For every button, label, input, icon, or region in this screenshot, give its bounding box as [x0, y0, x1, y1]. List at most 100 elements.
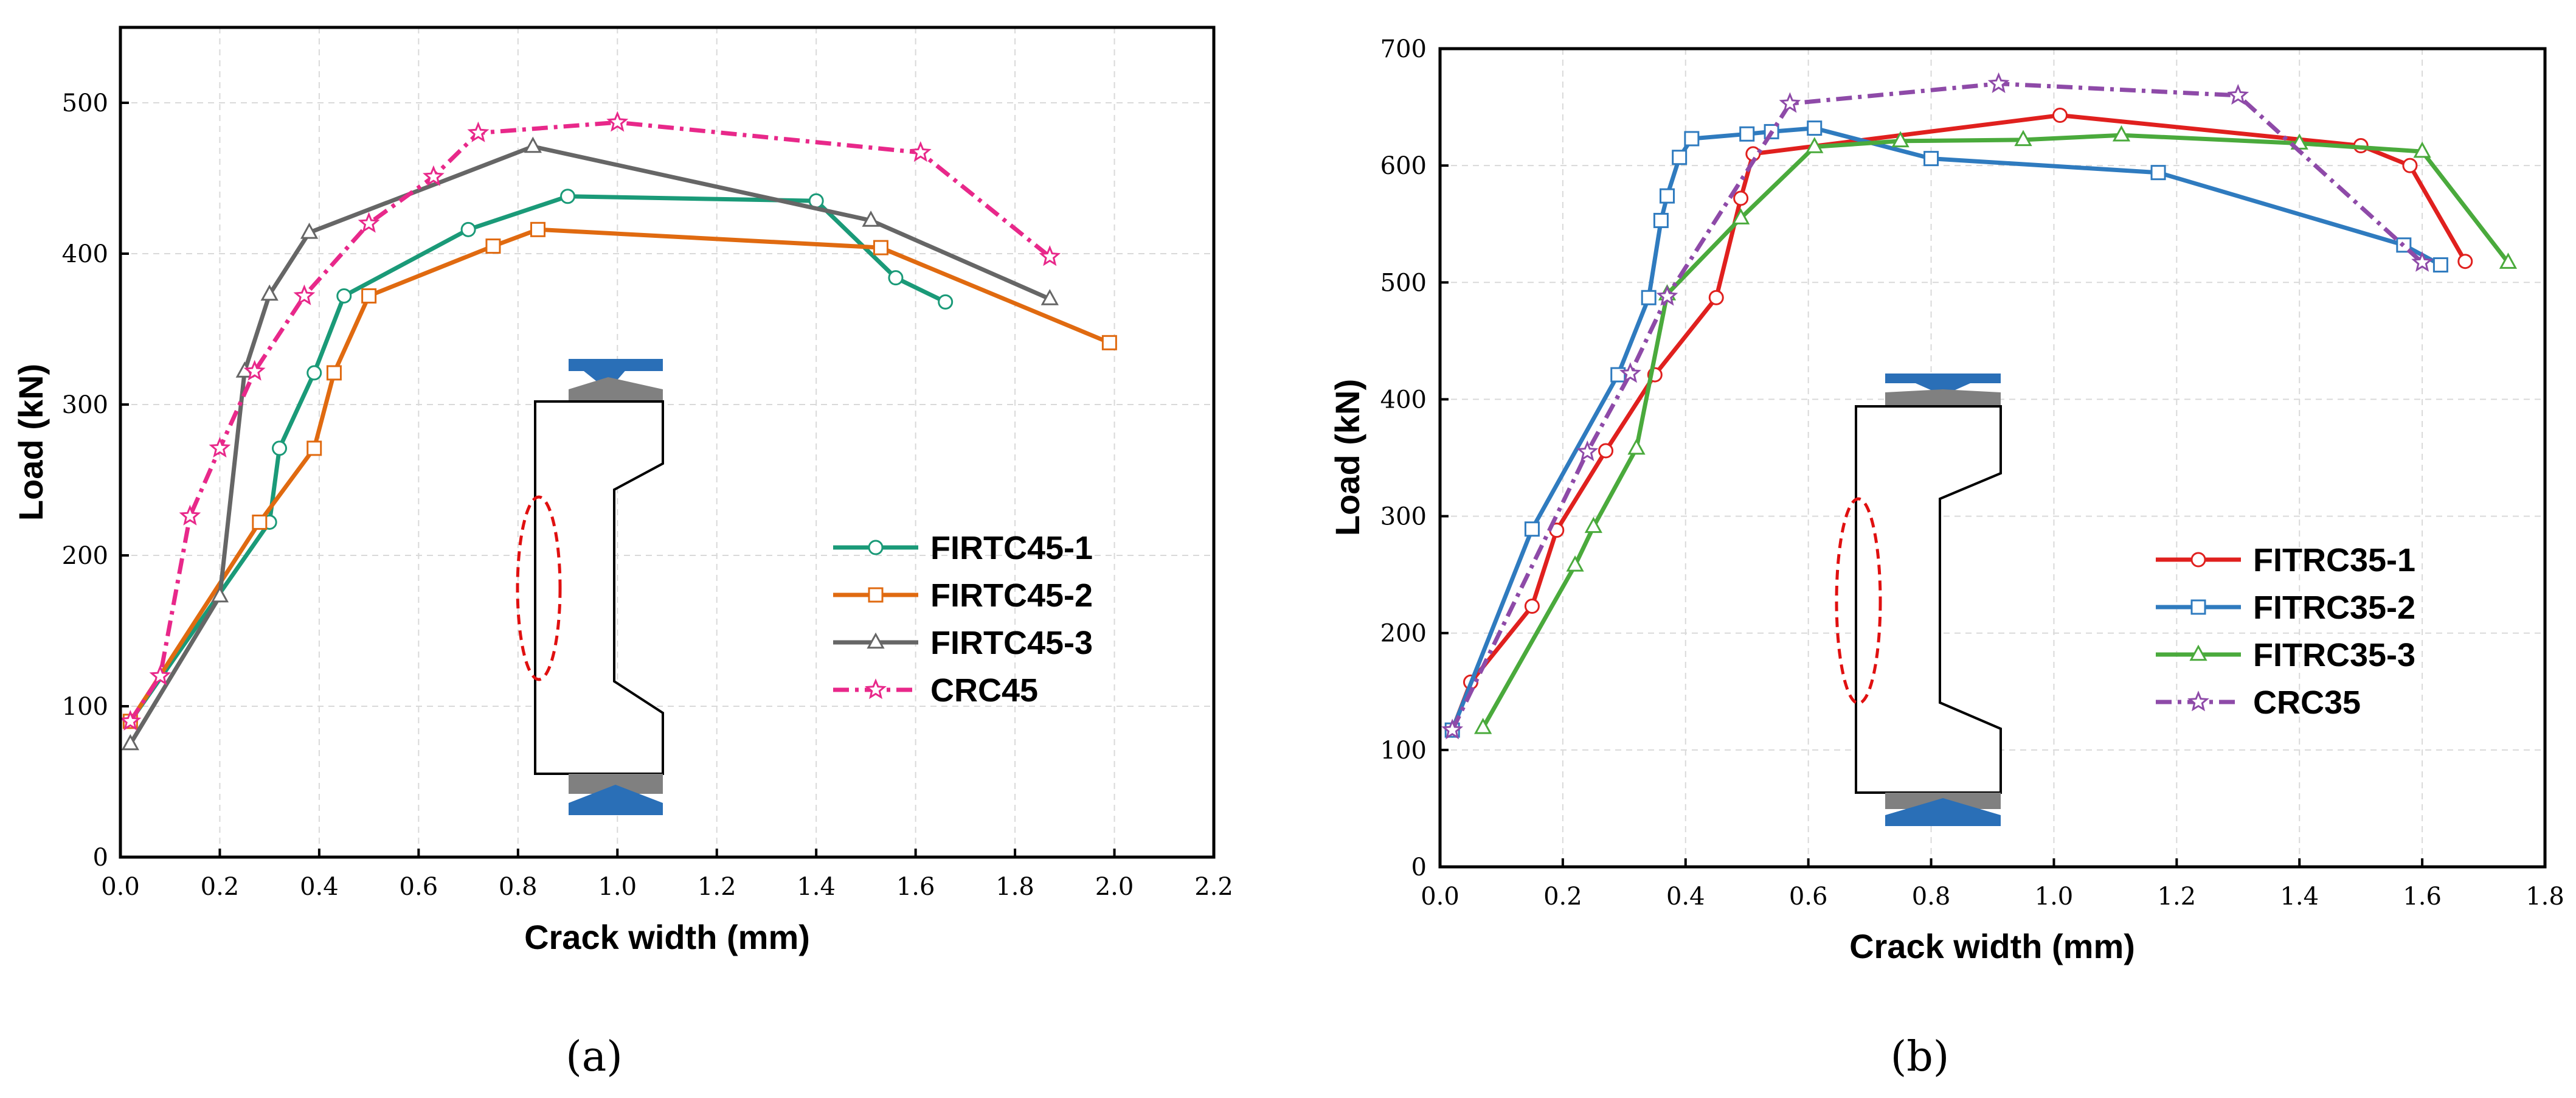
legend-marker-fitrc35-3	[2189, 644, 2207, 661]
data-point-crc35	[1619, 362, 1641, 383]
x-tick-label: 1.8	[995, 873, 1034, 901]
data-point-fitrc35-1	[1733, 190, 1749, 206]
x-tick-label: 0.6	[400, 873, 438, 901]
data-point-firtc45-2	[485, 238, 501, 254]
data-point-fitrc35-2	[1672, 150, 1688, 165]
data-point-crc35	[1779, 92, 1801, 113]
x-tick-label: 0.8	[1912, 883, 1951, 911]
data-point-crc45	[243, 360, 266, 381]
legend-label-firtc45-2: FIRTC45-2	[930, 577, 1093, 614]
bottom-bearing-a	[569, 774, 663, 794]
specimen-outline-b	[1855, 405, 2002, 794]
data-point-fitrc35-1	[2052, 108, 2068, 123]
data-point-firtc45-3	[260, 284, 279, 301]
y-tick-label: 200	[62, 542, 108, 570]
data-point-fitrc35-2	[1923, 151, 1939, 167]
data-point-firtc45-1	[460, 221, 476, 237]
axes-frame-a	[119, 26, 1216, 859]
y-tick-label: 500	[1380, 269, 1427, 297]
series-line-crc35	[1450, 82, 2424, 731]
chart-panel-b: 0.0 0.2 0.4 0.6 0.8 1.0 1.2 1.4 1.6 1.8 0 100 200 300…	[1328, 35, 2564, 1081]
y-tick-label: 400	[1380, 386, 1427, 414]
data-point-crc45	[119, 710, 142, 731]
data-point-crc45	[209, 437, 231, 458]
data-point-crc35	[1656, 285, 1678, 306]
data-point-crc45	[358, 212, 380, 233]
x-tick-label: 1.8	[2526, 883, 2564, 911]
axes-frame-b	[1438, 47, 2547, 869]
ticks-b: 0.0 0.2 0.4 0.6 0.8 1.0 1.2 1.4 1.6 1.8 0 100 200 300…	[1380, 35, 2564, 911]
data-point-fitrc35-2	[1739, 126, 1755, 142]
data-point-firtc45-2	[306, 440, 322, 456]
data-point-fitrc35-2	[1659, 188, 1675, 204]
y-tick-label: 500	[62, 89, 108, 117]
series-line-crc45	[128, 120, 1051, 723]
data-point-fitrc35-3	[2499, 252, 2518, 269]
data-point-crc35	[1987, 72, 2010, 93]
crack-region-ellipse-a	[516, 495, 562, 681]
legend-b: FITRC35-1 FITRC35-2 FITRC35-3 CRC35	[2156, 542, 2415, 721]
x-tick-label: 1.4	[2280, 883, 2319, 911]
data-point-firtc45-1	[306, 365, 322, 381]
y-tick-label: 400	[62, 240, 108, 268]
legend-label-firtc45-3: FIRTC45-3	[930, 625, 1093, 661]
data-point-firtc45-2	[530, 221, 546, 237]
data-point-fitrc35-1	[1524, 599, 1540, 614]
x-tick-label: 1.0	[598, 873, 637, 901]
top-bearing-a	[569, 377, 663, 401]
data-point-fitrc35-2	[2432, 257, 2448, 273]
specimen-outline-a	[534, 400, 664, 775]
data-point-firtc45-1	[272, 440, 288, 456]
y-tick-label: 0	[93, 844, 108, 872]
top-plate-b	[1885, 374, 2001, 383]
data-point-fitrc35-1	[1598, 443, 1614, 459]
legend-marker-fitrc35-1	[2190, 552, 2206, 568]
x-axis-label-b: Crack width (mm)	[1849, 927, 2135, 965]
chart-panel-a: 0.0 0.2 0.4 0.6 0.8 1.0 1.2 1.4 1.6 1.8 2.0 2.2 0 100…	[12, 26, 1233, 1081]
legend-marker-crc45	[865, 678, 887, 700]
data-point-firtc45-1	[336, 288, 352, 304]
data-point-firtc45-3	[524, 136, 542, 153]
x-tick-label: 0.6	[1789, 883, 1828, 911]
bottom-load-plate-a	[569, 785, 663, 815]
x-tick-label: 0.4	[300, 873, 339, 901]
data-point-firtc45-2	[326, 365, 342, 381]
panel-label-a: (a)	[566, 1033, 623, 1081]
top-bearing-b	[1885, 389, 2001, 406]
legend-label-fitrc35-2: FITRC35-2	[2253, 589, 2415, 626]
x-axis-label-a: Crack width (mm)	[524, 918, 810, 956]
legend-marker-firtc45-3	[867, 632, 885, 649]
data-point-firtc45-2	[252, 514, 268, 530]
top-plate-a	[569, 359, 663, 371]
y-tick-label: 300	[62, 391, 108, 419]
specimen-schematic-b	[1835, 374, 2002, 826]
bottom-load-plate-b	[1885, 798, 2001, 826]
x-tick-label: 0.2	[201, 873, 240, 901]
data-point-crc45	[909, 141, 932, 162]
x-tick-label: 1.2	[2158, 883, 2197, 911]
series-line-firtc45-3	[128, 144, 1051, 745]
x-tick-label: 1.6	[896, 873, 935, 901]
y-tick-label: 100	[1380, 737, 1427, 765]
data-point-fitrc35-1	[2402, 158, 2418, 173]
data-point-fitrc35-2	[1524, 521, 1540, 537]
legend-a: FIRTC45-1 FIRTC45-2 FIRTC45-3 CRC45	[833, 530, 1093, 709]
data-point-fitrc35-3	[1474, 718, 1492, 734]
data-point-firtc45-3	[210, 586, 229, 603]
y-tick-label: 200	[1380, 620, 1427, 648]
data-point-firtc45-1	[938, 294, 954, 310]
data-point-crc45	[1039, 245, 1061, 266]
data-point-firtc45-1	[888, 270, 904, 286]
x-tick-label: 0.0	[1421, 883, 1459, 911]
data-point-crc35	[1576, 440, 1599, 462]
x-tick-label: 0.2	[1543, 883, 1582, 911]
data-point-firtc45-3	[862, 210, 880, 227]
x-tick-label: 0.4	[1666, 883, 1705, 911]
data-point-fitrc35-3	[2112, 125, 2131, 142]
data-point-fitrc35-1	[1708, 290, 1724, 305]
data-point-crc45	[179, 504, 201, 526]
x-tick-label: 2.2	[1194, 873, 1233, 901]
data-point-firtc45-2	[1101, 335, 1117, 350]
x-tick-label: 2.0	[1095, 873, 1134, 901]
